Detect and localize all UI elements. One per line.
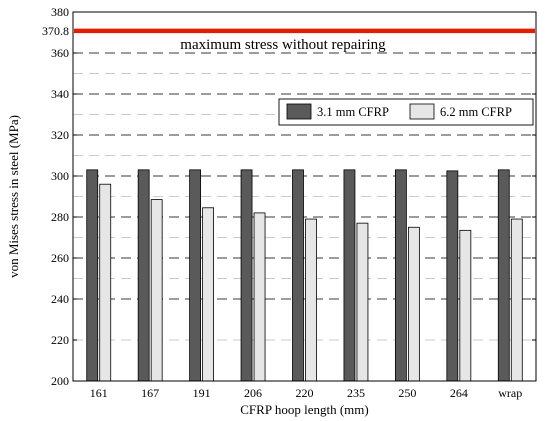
bar-3-1mm-206 <box>240 169 253 382</box>
bar-6-2mm-191 <box>202 207 215 382</box>
reference-annotation: maximum stress without repairing <box>180 37 386 53</box>
x-tick-label: 220 <box>296 386 314 400</box>
bar-6-2mm-wrap <box>510 218 523 382</box>
bars-layer <box>86 169 523 382</box>
x-tick-label: 191 <box>193 386 211 400</box>
bar-3-1mm-220 <box>292 169 304 382</box>
ticks-layer: 161 167 191 206 220 235 250 264 wrap 200 220 240 260… <box>51 5 536 400</box>
bar-3-1mm-264 <box>446 170 459 382</box>
legend-label-3-1mm: 3.1 mm CFRP <box>317 105 389 119</box>
legend-box <box>278 98 534 126</box>
reference-value-label: 370.8 <box>42 24 69 38</box>
y-tick-label: 220 <box>51 333 69 347</box>
y-tick-label: 320 <box>51 128 69 142</box>
bar-6-2mm-161 <box>99 183 112 382</box>
y-tick-label: 260 <box>51 251 69 265</box>
y-tick-label: 200 <box>51 374 69 388</box>
bar-6-2mm-220 <box>305 218 317 382</box>
x-tick-label: 206 <box>244 386 262 400</box>
bar-3-1mm-250 <box>394 169 407 382</box>
legend: 3.1 mm CFRP 6.2 mm CFRP <box>278 98 534 126</box>
x-tick-label: 167 <box>141 386 159 400</box>
labels-layer: CFRP hoop length (mm) von Mises stress i… <box>6 24 386 417</box>
bar-6-2mm-250 <box>407 226 420 382</box>
y-tick-label: 380 <box>51 5 69 19</box>
legend-swatch-6-2mm <box>409 103 435 120</box>
y-axis-title: von Mises stress in steel (MPa) <box>6 115 21 278</box>
axes-layer <box>72 11 537 382</box>
y-tick-label: 340 <box>51 87 69 101</box>
x-tick-label: wrap <box>498 386 522 400</box>
bar-6-2mm-235 <box>356 222 369 382</box>
bar-6-2mm-264 <box>459 229 472 382</box>
plot-frame <box>72 11 537 382</box>
bar-3-1mm-wrap <box>497 169 510 382</box>
bar-3-1mm-235 <box>343 169 356 382</box>
x-tick-label: 264 <box>450 386 468 400</box>
y-tick-label: 280 <box>51 210 69 224</box>
x-tick-label: 161 <box>90 386 108 400</box>
bar-3-1mm-167 <box>137 169 150 382</box>
y-tick-label: 300 <box>51 169 69 183</box>
y-tick-label: 240 <box>51 292 69 306</box>
bar-3-1mm-191 <box>189 169 202 382</box>
bar-6-2mm-167 <box>150 199 163 382</box>
legend-label-6-2mm: 6.2 mm CFRP <box>440 105 512 119</box>
x-tick-label: 235 <box>347 386 365 400</box>
x-tick-label: 250 <box>398 386 416 400</box>
bar-3-1mm-161 <box>86 169 99 382</box>
y-tick-label: 360 <box>51 46 69 60</box>
x-axis-title: CFRP hoop length (mm) <box>240 402 368 417</box>
bar-6-2mm-206 <box>253 212 266 382</box>
legend-swatch-3-1mm <box>286 103 312 120</box>
